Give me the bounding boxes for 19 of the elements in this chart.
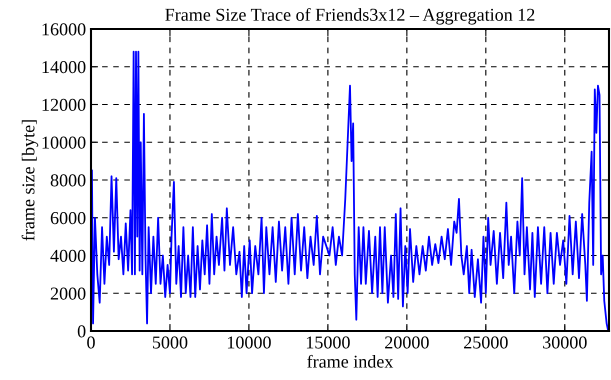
x-tick-label: 25000 xyxy=(464,336,508,349)
x-tick-label: 30000 xyxy=(543,336,587,349)
x-tick-label: 5000 xyxy=(152,336,188,349)
x-tick-label: 10000 xyxy=(228,336,271,349)
y-tick-label: 8000 xyxy=(50,174,86,186)
y-axis-title: frame size [byte] xyxy=(22,120,38,241)
y-tick-label: 14000 xyxy=(42,61,86,74)
x-tick-label: 20000 xyxy=(385,336,429,349)
y-tick-label: 10000 xyxy=(42,136,86,149)
y-tick-label: 4000 xyxy=(50,250,86,262)
y-tick-label: 12000 xyxy=(42,98,86,111)
chart-title: Frame Size Trace of Friends3x12 – Aggregation 12 xyxy=(165,8,534,25)
y-tick-label: 0 xyxy=(78,325,86,338)
x-tick-label: 0 xyxy=(87,336,95,349)
y-tick-label: 16000 xyxy=(42,23,86,36)
x-axis-title: frame index xyxy=(307,354,394,368)
x-tick-label: 15000 xyxy=(306,336,350,349)
y-tick-label: 6000 xyxy=(50,212,86,224)
y-tick-label: 2000 xyxy=(50,288,86,300)
